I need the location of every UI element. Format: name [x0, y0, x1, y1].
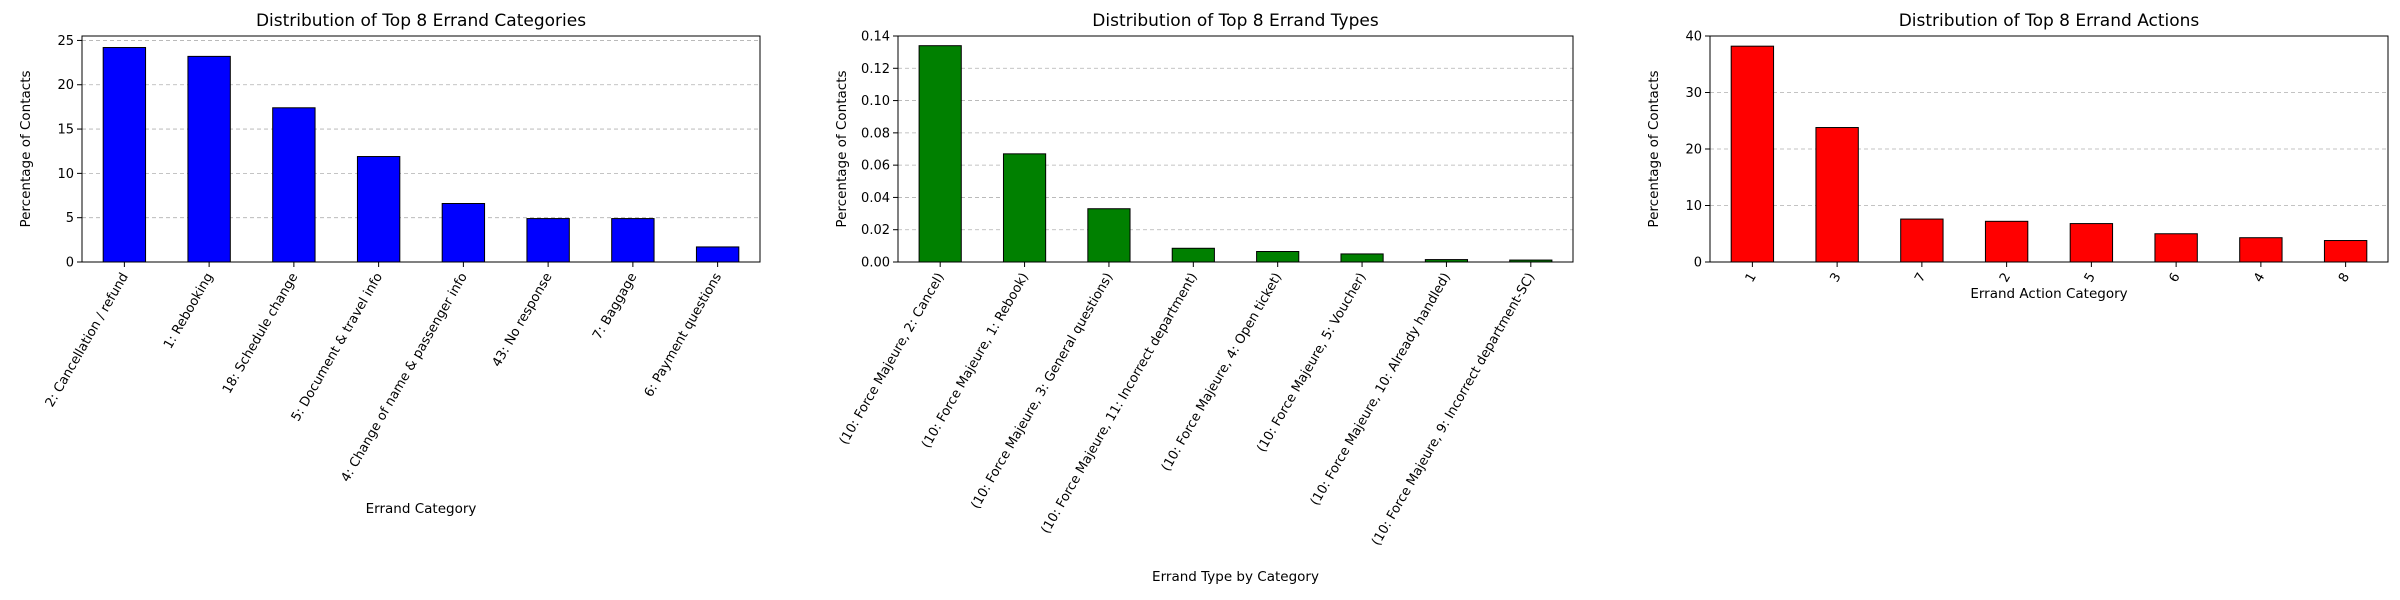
bar	[918, 45, 962, 263]
x-tick-label: 6: Payment questions	[642, 270, 725, 400]
chart-panel-2: (10: Force Majeure, 2: Cancel)(10: Force…	[834, 11, 1574, 585]
bar	[2239, 237, 2283, 263]
bar	[1730, 45, 1775, 263]
chart-title: Distribution of Top 8 Errand Types	[1092, 11, 1379, 31]
bar	[695, 246, 740, 263]
x-tick-label: (10: Force Majeure, 11: Incorrect depart…	[1039, 271, 1201, 537]
x-tick-label: 18: Schedule change	[220, 271, 301, 397]
bar	[1002, 153, 1047, 263]
chart-panel-3: 1 3 7 2 5 6 4 8 0 10 20 30 40 Distribution of Top 8 E…	[1646, 11, 2389, 302]
x-tick-label: 7: Baggage	[590, 271, 640, 343]
y-tick-label: 0.14	[861, 30, 890, 45]
x-tick-label: (10: Force Majeure, 3: General questions…	[968, 271, 1116, 512]
bar	[1815, 127, 1859, 263]
y-axis-label: Percentage of Contacts	[1646, 70, 1662, 227]
y-tick-label: 20	[57, 78, 74, 93]
bar	[1900, 218, 1944, 263]
chart-title: Distribution of Top 8 Errand Actions	[1899, 11, 2200, 31]
bar	[1984, 220, 2029, 263]
y-tick-label: 0.00	[861, 256, 890, 271]
bar	[272, 107, 316, 263]
y-tick-label: 10	[57, 167, 74, 182]
x-tick-label: 1	[1743, 271, 1760, 286]
bar	[611, 218, 655, 263]
y-tick-label: 10	[1685, 199, 1702, 214]
y-tick-label: 40	[1685, 30, 1702, 45]
y-axis-label: Percentage of Contacts	[834, 70, 850, 227]
x-tick-label: 1: Rebooking	[161, 271, 217, 352]
bar	[356, 156, 401, 263]
x-axis-label: Errand Type by Category	[1152, 569, 1319, 585]
y-tick-label: 0.12	[861, 62, 890, 77]
bar	[526, 218, 570, 263]
x-tick-label: 4	[2251, 271, 2268, 286]
x-tick-label: 5: Document & travel info	[289, 270, 386, 424]
y-tick-label: 0	[1694, 256, 1702, 271]
bar	[1256, 251, 1300, 263]
x-tick-label: 2: Cancellation / refund	[43, 271, 132, 410]
y-tick-label: 25	[57, 34, 74, 49]
bar	[1340, 253, 1384, 263]
y-tick-label: 0.06	[861, 159, 890, 174]
x-tick-label: 6	[2166, 271, 2183, 286]
bar	[441, 203, 486, 263]
bar	[2069, 223, 2114, 263]
bar	[1171, 247, 1215, 263]
x-tick-label: 7	[1912, 271, 1929, 286]
plot-frame	[1709, 35, 2389, 263]
x-tick-label: (10: Force Majeure, 2: Cancel)	[837, 271, 948, 448]
x-tick-label: 5	[2082, 271, 2099, 286]
plot-frame	[81, 35, 761, 263]
y-tick-label: 15	[57, 123, 74, 138]
x-axis-label: Errand Action Category	[1970, 286, 2127, 302]
bar	[1087, 208, 1131, 263]
y-tick-label: 0.04	[861, 191, 890, 206]
bar	[187, 55, 231, 263]
x-tick-label: 8	[2336, 271, 2353, 286]
x-tick-label: 43: No response	[490, 271, 556, 370]
plot-frame	[897, 35, 1574, 263]
y-tick-label: 0	[66, 256, 74, 271]
x-axis-label: Errand Category	[366, 501, 477, 517]
x-tick-label: 2	[1997, 271, 2014, 286]
chart-title: Distribution of Top 8 Errand Categories	[256, 11, 586, 31]
bar	[102, 47, 147, 263]
bar	[2154, 233, 2198, 263]
y-tick-label: 0.08	[861, 126, 890, 141]
y-tick-label: 30	[1685, 86, 1702, 101]
y-axis-label: Percentage of Contacts	[18, 70, 34, 227]
y-tick-label: 0.10	[861, 94, 890, 109]
y-tick-label: 5	[66, 211, 74, 226]
y-tick-label: 0.02	[861, 223, 890, 238]
x-tick-label: (10: Force Majeure, 9: Incorrect departm…	[1369, 271, 1538, 549]
x-tick-label: (10: Force Majeure, 10: Already handled)	[1308, 271, 1454, 509]
chart-panel-1: 2: Cancellation / refund 1: Rebooking 18: …	[18, 11, 761, 517]
x-tick-label: 3	[1827, 271, 1844, 286]
bar	[2323, 240, 2368, 263]
y-tick-label: 20	[1685, 143, 1702, 158]
